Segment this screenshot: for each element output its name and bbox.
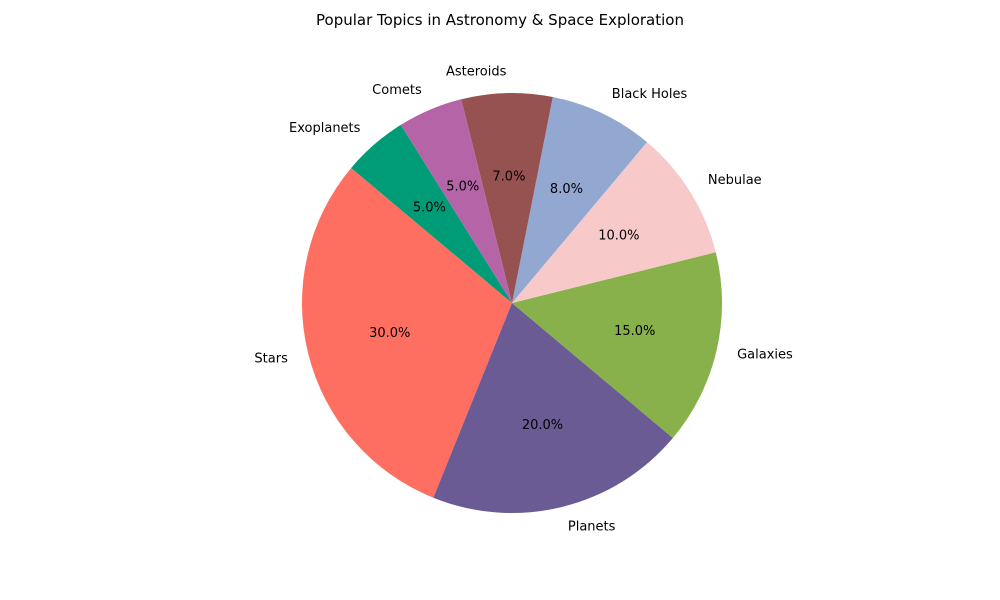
slice-label-planets: Planets <box>568 520 616 535</box>
percent-label-stars: 30.0% <box>369 326 410 341</box>
percent-label-galaxies: 15.0% <box>614 324 655 339</box>
slice-label-comets: Comets <box>372 83 422 98</box>
pie-slice-planets <box>433 303 673 514</box>
chart-title: Popular Topics in Astronomy & Space Expl… <box>316 11 684 29</box>
pie-slice-black-holes <box>512 97 647 303</box>
pie-slice-comets <box>400 99 512 304</box>
percent-label-exoplanets: 5.0% <box>413 200 446 215</box>
slice-label-asteroids: Asteroids <box>446 65 507 80</box>
slice-label-black-holes: Black Holes <box>612 87 688 102</box>
percent-label-comets: 5.0% <box>446 180 479 195</box>
slice-label-stars: Stars <box>254 351 288 366</box>
pie-slice-galaxies <box>512 252 722 438</box>
pie-slice-asteroids <box>461 93 553 303</box>
percent-label-planets: 20.0% <box>522 418 563 433</box>
slice-label-nebulae: Nebulae <box>708 173 762 188</box>
percent-label-nebulae: 10.0% <box>598 229 639 244</box>
percent-label-asteroids: 7.0% <box>492 170 525 185</box>
slice-label-exoplanets: Exoplanets <box>289 121 361 136</box>
pie-slice-stars <box>301 168 512 498</box>
percent-label-black-holes: 8.0% <box>550 182 583 197</box>
pie-slice-nebulae <box>512 142 716 303</box>
slice-label-galaxies: Galaxies <box>737 347 793 362</box>
pie-slice-exoplanets <box>351 124 512 303</box>
